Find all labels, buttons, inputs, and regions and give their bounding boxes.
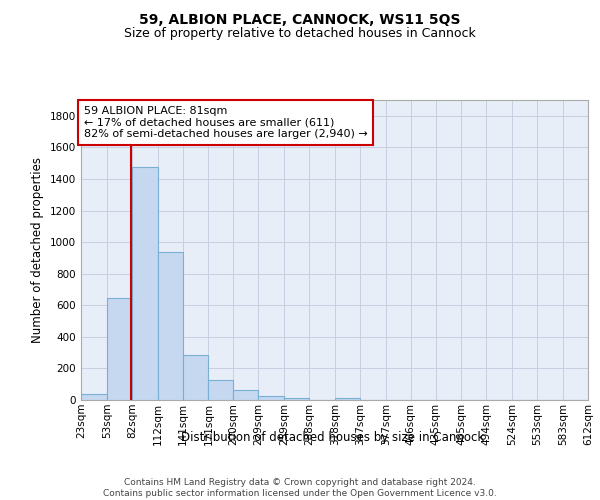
Bar bbox=[81, 394, 107, 400]
Bar bbox=[182, 355, 208, 400]
Text: 59 ALBION PLACE: 81sqm
← 17% of detached houses are smaller (611)
82% of semi-de: 59 ALBION PLACE: 81sqm ← 17% of detached… bbox=[83, 106, 367, 139]
Y-axis label: Number of detached properties: Number of detached properties bbox=[31, 157, 44, 343]
Bar bbox=[158, 252, 182, 400]
Text: Distribution of detached houses by size in Cannock: Distribution of detached houses by size … bbox=[181, 431, 485, 444]
Text: 59, ALBION PLACE, CANNOCK, WS11 5QS: 59, ALBION PLACE, CANNOCK, WS11 5QS bbox=[139, 12, 461, 26]
Bar bbox=[284, 398, 309, 400]
Bar bbox=[233, 390, 259, 400]
Text: Contains HM Land Registry data © Crown copyright and database right 2024.
Contai: Contains HM Land Registry data © Crown c… bbox=[103, 478, 497, 498]
Text: Size of property relative to detached houses in Cannock: Size of property relative to detached ho… bbox=[124, 28, 476, 40]
Bar bbox=[132, 167, 158, 400]
Bar bbox=[259, 396, 284, 400]
Bar bbox=[335, 398, 360, 400]
Bar bbox=[107, 298, 132, 400]
Bar bbox=[208, 380, 233, 400]
